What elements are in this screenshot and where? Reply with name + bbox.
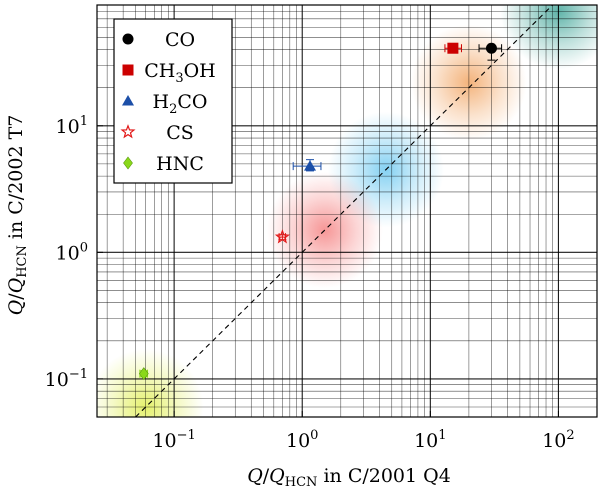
marker-circle [485,42,497,54]
x-tick-label: 100 [286,428,318,452]
glow-hnc [97,348,204,417]
legend-label: H2CO [153,91,208,117]
point-h2co [292,159,322,172]
legend-entry-co: CO [122,29,195,51]
legend-marker [120,124,136,139]
legend-entry-h2co: H2CO [122,91,207,117]
y-tick-label: 10−1 [45,367,88,391]
point-ch3oh [444,42,462,54]
marker-star [274,229,290,244]
point-co [478,42,503,61]
legend-entry-ch3oh: CH3OH [122,60,216,86]
y-tick-label: 100 [56,240,88,264]
tick-labels: 10−1 100 101 102 10−1 100 101 [45,114,575,452]
marker-diamond [138,367,149,381]
legend-marker [122,95,134,106]
x-tick-label: 102 [542,428,574,452]
identity-line [135,5,553,417]
legend-entry-cs: CS [120,122,194,144]
legend-marker [122,64,134,76]
data-points [138,42,503,381]
x-tick-label: 101 [414,428,446,452]
legend-marker [123,156,133,170]
legend: CO CH3OH H2CO CS HNC [113,18,233,184]
legend-label: CH3OH [144,60,216,86]
marker-triangle [304,160,317,171]
x-tick-label: 10−1 [152,428,195,452]
y-axis-label: Q/QHCN in C/2002 T7 [5,115,30,316]
legend-label: CS [166,122,194,144]
x-axis-label: Q/QHCN in C/2001 Q4 [247,465,451,490]
y-tick-label: 101 [56,114,88,138]
legend-box [113,18,233,184]
legend-marker [122,33,134,45]
plot-frame [96,4,598,418]
legend-entry-hnc: HNC [123,153,204,175]
marker-square [447,42,459,54]
point-hnc [138,367,149,381]
identity-line-layer [135,5,553,417]
legend-label: HNC [156,153,204,175]
legend-label: CO [165,29,195,51]
point-cs [274,229,290,244]
